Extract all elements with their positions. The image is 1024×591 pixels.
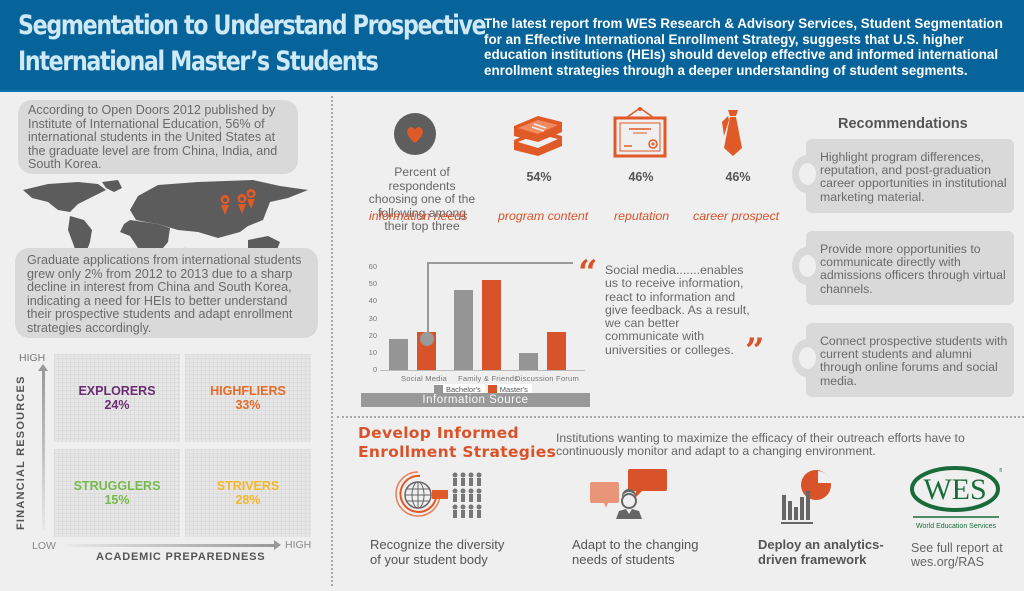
y-tick: 0	[372, 365, 377, 374]
segmentation-matrix: EXPLORERS 24% HIGHFLIERS 33% STRUGGLERS …	[52, 352, 314, 538]
title-line-2: International Master’s Students	[18, 46, 379, 77]
recommendations-title: Recommendations	[838, 116, 968, 132]
pct-program-content: 54%	[526, 170, 552, 184]
chart-legend: Bachelor's Master's	[434, 384, 532, 394]
y-tick: 20	[368, 331, 377, 340]
segment-name: HIGHFLIERS	[210, 384, 286, 398]
wes-logo-icon: WES ® World Education Services	[910, 466, 1002, 530]
applications-bubble: Graduate applications from international…	[15, 248, 318, 338]
open-doors-bubble: According to Open Doors 2012 published b…	[18, 100, 298, 174]
strategy-line: Deploy an analytics-	[758, 537, 884, 552]
legend-bachelors: Bachelor's	[434, 384, 485, 394]
strategy-line: driven framework	[758, 551, 867, 567]
x-category: Discussion Forum	[515, 374, 579, 383]
segment-pct: 28%	[235, 493, 261, 507]
bar-social-media-bachelors	[389, 339, 408, 370]
strategy-label-diversity: Recognize the diversity of your student …	[370, 537, 505, 567]
segment-highfliers: HIGHFLIERS 33%	[185, 354, 311, 442]
necktie-icon	[722, 110, 742, 156]
recommendation-tag: Highlight program differences, reputatio…	[792, 139, 1014, 213]
segment-strivers: STRIVERS 28%	[185, 449, 311, 537]
x-axis-label: ACADEMIC PREPAREDNESS	[96, 551, 266, 563]
y-tick: 30	[368, 314, 377, 323]
x-category: Social Media	[401, 374, 447, 383]
strategy-line: needs of students	[572, 551, 675, 567]
strategy-label-adapt: Adapt to the changing needs of students	[572, 537, 699, 567]
x-axis-low-label: LOW	[32, 540, 56, 552]
segment-name: STRIVERS	[216, 479, 280, 493]
x-axis-arrow-icon	[68, 540, 281, 550]
strategy-line: Adapt to the changing	[572, 537, 699, 552]
books-icon	[514, 116, 562, 156]
recommendation-tag: Connect prospective students with curren…	[792, 323, 1014, 397]
strategies-title-line-1: Develop Informed	[358, 424, 519, 442]
strategy-line: of your student body	[370, 551, 488, 567]
segment-pct: 33%	[235, 398, 261, 412]
certificate-icon	[613, 107, 667, 158]
segment-explorers: EXPLORERS 24%	[54, 354, 180, 442]
analytics-chart-icon	[781, 470, 831, 524]
bar-discussion-forum-bachelors	[519, 353, 538, 370]
y-tick: 10	[368, 348, 377, 357]
report-line: See full report at	[911, 541, 1003, 555]
svg-text:WES: WES	[923, 473, 986, 506]
segment-pct: 24%	[104, 398, 130, 412]
svg-text:World Education Services: World Education Services	[916, 523, 997, 530]
label-reputation: reputation	[614, 209, 670, 223]
speech-bubbles-person-icon	[590, 469, 667, 519]
y-axis-high-label: HIGH	[19, 352, 46, 364]
y-axis-label: FINANCIAL RESOURCES	[15, 375, 27, 530]
strategies-title-line-2: Enrollment Strategies	[358, 443, 557, 461]
bar-family-friends-bachelors	[454, 290, 473, 370]
strategy-label-analytics: Deploy an analytics- driven framework	[758, 537, 884, 567]
horizontal-divider	[337, 416, 1024, 418]
quote-text: Social media.......enables us to receive…	[605, 263, 750, 357]
header-banner: Segmentation to Understand Prospective I…	[0, 0, 1024, 92]
strategy-line: Recognize the diversity	[370, 537, 505, 552]
callout-line	[427, 262, 573, 264]
x-axis-high-label: HIGH	[285, 539, 312, 551]
callout-dot	[420, 332, 434, 346]
full-report-link[interactable]: See full report at wes.org/RAS	[911, 541, 1003, 569]
x-category: Family & Friends	[458, 374, 519, 383]
strategies-title: Develop Informed Enrollment Strategies	[358, 424, 556, 462]
recommendation-tag: Provide more opportunities to communicat…	[792, 231, 1014, 305]
x-axis-line	[380, 370, 585, 371]
segment-name: STRUGGLERS	[73, 479, 161, 493]
label-program-content: program content	[498, 209, 589, 223]
y-axis-arrow-icon	[38, 364, 48, 530]
needs-description: Percent of respondents choosing one of t…	[368, 165, 476, 233]
segment-name: EXPLORERS	[78, 384, 156, 398]
world-map-icon	[23, 180, 308, 260]
title-line-1: Segmentation to Understand Prospective	[18, 10, 487, 41]
close-quote-icon: ”	[745, 331, 765, 371]
y-tick: 40	[368, 296, 377, 305]
information-source-chart: 60 50 40 30 20 10 0 Social Media Family …	[350, 255, 590, 415]
intro-text: The latest report from WES Research & Ad…	[484, 16, 1003, 78]
bar-family-friends-masters	[482, 280, 501, 370]
y-tick: 60	[368, 262, 377, 271]
legend-masters: Master's	[487, 384, 532, 394]
report-url: wes.org/RAS	[911, 555, 984, 569]
page-title: Segmentation to Understand Prospective I…	[18, 8, 487, 80]
heart-icon	[394, 113, 436, 155]
pct-career-prospect: 46%	[725, 170, 751, 184]
segment-pct: 15%	[104, 493, 130, 507]
svg-text:®: ®	[999, 467, 1002, 474]
globe-people-icon	[395, 471, 482, 518]
bar-discussion-forum-masters	[547, 332, 566, 370]
label-career-prospect: career prospect	[693, 209, 780, 223]
y-tick: 50	[368, 279, 377, 288]
needs-label: information needs	[369, 209, 468, 223]
x-axis-title: Information Source	[361, 393, 590, 407]
strategies-description: Institutions wanting to maximize the eff…	[556, 431, 965, 459]
pct-reputation: 46%	[628, 170, 654, 184]
segment-strugglers: STRUGGLERS 15%	[54, 449, 180, 537]
vertical-divider	[331, 96, 333, 586]
open-quote-icon: “	[578, 253, 598, 293]
callout-line	[427, 262, 429, 340]
